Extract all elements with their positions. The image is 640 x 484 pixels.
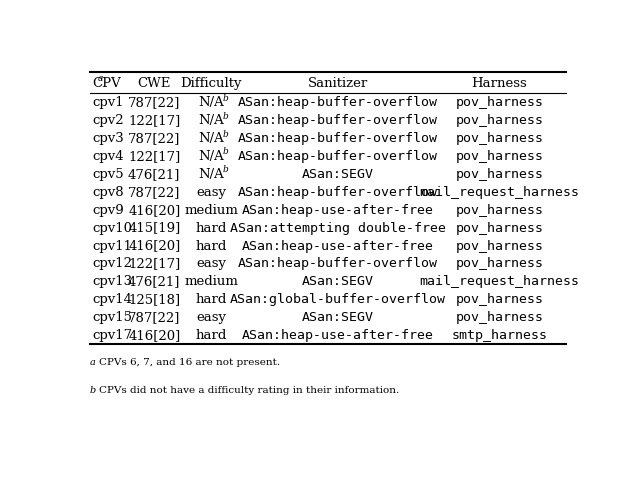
Text: 416[20]: 416[20] [128, 329, 180, 342]
Text: hard: hard [196, 329, 227, 342]
Text: b: b [90, 385, 96, 394]
Text: ASan:SEGV: ASan:SEGV [301, 275, 374, 288]
Text: cpv14: cpv14 [92, 293, 132, 306]
Text: CPVs did not have a difficulty rating in their information.: CPVs did not have a difficulty rating in… [99, 385, 399, 394]
Text: easy: easy [196, 185, 227, 198]
Text: Sanitizer: Sanitizer [307, 77, 367, 90]
Text: 787[22]: 787[22] [128, 185, 180, 198]
Text: N/A: N/A [198, 132, 224, 145]
Text: cpv13: cpv13 [92, 275, 132, 288]
Text: ASan:heap-buffer-overflow: ASan:heap-buffer-overflow [237, 132, 438, 145]
Text: easy: easy [196, 311, 227, 324]
Text: cpv11: cpv11 [92, 239, 132, 252]
Text: hard: hard [196, 239, 227, 252]
Text: cpv8: cpv8 [92, 185, 124, 198]
Text: pov_harness: pov_harness [456, 257, 543, 270]
Text: 787[22]: 787[22] [128, 96, 180, 109]
Text: b: b [222, 129, 228, 138]
Text: cpv17: cpv17 [92, 329, 132, 342]
Text: hard: hard [196, 221, 227, 234]
Text: 476[21]: 476[21] [128, 167, 180, 181]
Text: 787[22]: 787[22] [128, 132, 180, 145]
Text: cpv12: cpv12 [92, 257, 132, 270]
Text: cpv5: cpv5 [92, 167, 124, 181]
Text: a: a [90, 357, 96, 366]
Text: N/A: N/A [198, 167, 224, 181]
Text: N/A: N/A [198, 96, 224, 109]
Text: N/A: N/A [198, 150, 224, 163]
Text: pov_harness: pov_harness [456, 132, 543, 145]
Text: 125[18]: 125[18] [128, 293, 180, 306]
Text: pov_harness: pov_harness [456, 150, 543, 163]
Text: pov_harness: pov_harness [456, 96, 543, 109]
Text: 476[21]: 476[21] [128, 275, 180, 288]
Text: pov_harness: pov_harness [456, 239, 543, 252]
Text: CWE: CWE [138, 77, 171, 90]
Text: N/A: N/A [198, 114, 224, 127]
Text: ASan:SEGV: ASan:SEGV [301, 167, 374, 181]
Text: medium: medium [184, 203, 238, 216]
Text: 122[17]: 122[17] [128, 257, 180, 270]
Text: cpv3: cpv3 [92, 132, 124, 145]
Text: 122[17]: 122[17] [128, 150, 180, 163]
Text: ASan:heap-buffer-overflow: ASan:heap-buffer-overflow [237, 185, 438, 198]
Text: ASan:SEGV: ASan:SEGV [301, 311, 374, 324]
Text: CPV: CPV [92, 77, 121, 90]
Text: CPVs 6, 7, and 16 are not present.: CPVs 6, 7, and 16 are not present. [99, 357, 280, 366]
Text: b: b [222, 93, 228, 103]
Text: medium: medium [184, 275, 238, 288]
Text: 415[19]: 415[19] [128, 221, 180, 234]
Text: ASan:heap-use-after-free: ASan:heap-use-after-free [241, 329, 433, 342]
Text: ASan:heap-buffer-overflow: ASan:heap-buffer-overflow [237, 96, 438, 109]
Text: b: b [222, 111, 228, 121]
Text: pov_harness: pov_harness [456, 203, 543, 216]
Text: ASan:heap-buffer-overflow: ASan:heap-buffer-overflow [237, 150, 438, 163]
Text: cpv9: cpv9 [92, 203, 124, 216]
Text: 122[17]: 122[17] [128, 114, 180, 127]
Text: ASan:attempting double-free: ASan:attempting double-free [230, 221, 445, 234]
Text: 416[20]: 416[20] [128, 203, 180, 216]
Text: cpv2: cpv2 [92, 114, 124, 127]
Text: pov_harness: pov_harness [456, 221, 543, 234]
Text: easy: easy [196, 257, 227, 270]
Text: pov_harness: pov_harness [456, 167, 543, 181]
Text: cpv10: cpv10 [92, 221, 132, 234]
Text: cpv4: cpv4 [92, 150, 124, 163]
Text: b: b [222, 147, 228, 156]
Text: mail_request_harness: mail_request_harness [419, 275, 579, 288]
Text: smtp_harness: smtp_harness [451, 329, 547, 342]
Text: pov_harness: pov_harness [456, 311, 543, 324]
Text: ASan:global-buffer-overflow: ASan:global-buffer-overflow [230, 293, 445, 306]
Text: Harness: Harness [472, 77, 527, 90]
Text: 416[20]: 416[20] [128, 239, 180, 252]
Text: pov_harness: pov_harness [456, 293, 543, 306]
Text: hard: hard [196, 293, 227, 306]
Text: b: b [222, 165, 228, 174]
Text: a: a [98, 74, 103, 83]
Text: pov_harness: pov_harness [456, 114, 543, 127]
Text: ASan:heap-use-after-free: ASan:heap-use-after-free [241, 203, 433, 216]
Text: mail_request_harness: mail_request_harness [419, 185, 579, 198]
Text: 787[22]: 787[22] [128, 311, 180, 324]
Text: Difficulty: Difficulty [180, 77, 242, 90]
Text: ASan:heap-buffer-overflow: ASan:heap-buffer-overflow [237, 114, 438, 127]
Text: ASan:heap-use-after-free: ASan:heap-use-after-free [241, 239, 433, 252]
Text: ASan:heap-buffer-overflow: ASan:heap-buffer-overflow [237, 257, 438, 270]
Text: cpv1: cpv1 [92, 96, 124, 109]
Text: cpv15: cpv15 [92, 311, 132, 324]
